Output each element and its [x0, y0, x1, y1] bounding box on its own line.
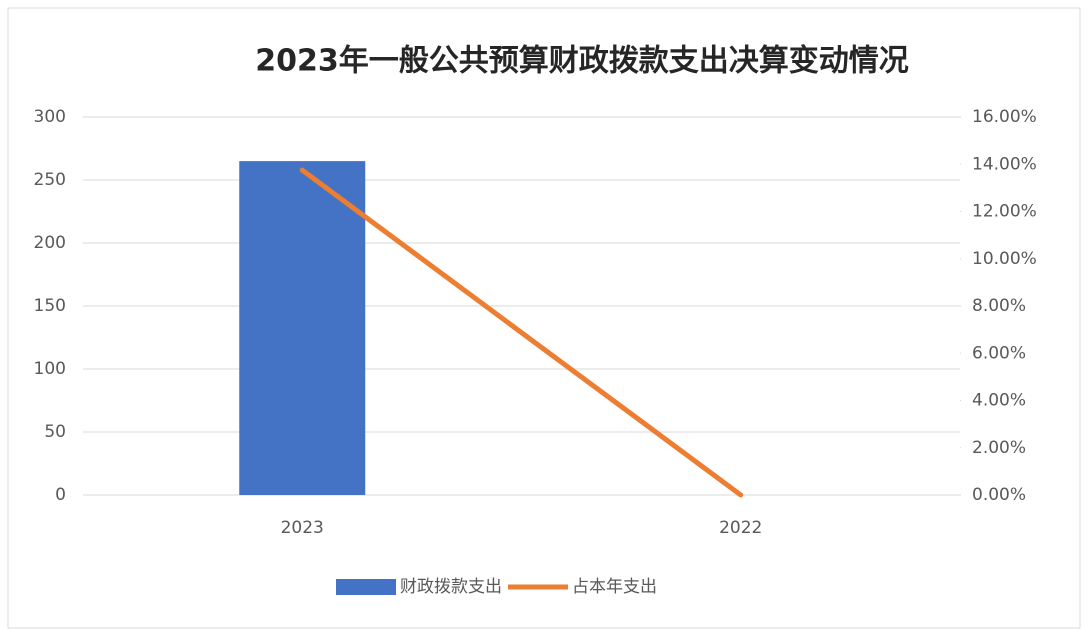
y2-tick-label: 4.00% — [972, 391, 1026, 411]
x-tick-label: 2022 — [719, 518, 762, 538]
chart-title: 2023年一般公共预算财政拨款支出决算变动情况 — [255, 44, 909, 79]
y-tick-label: 150 — [34, 296, 66, 316]
y-tick-label: 0 — [55, 485, 66, 505]
y2-tick-label: 8.00% — [972, 296, 1026, 316]
y2-tick-label: 2.00% — [972, 438, 1026, 458]
y2-tick-label: 12.00% — [972, 202, 1037, 222]
y2-tick-label: 6.00% — [972, 343, 1026, 363]
legend-swatch — [336, 579, 396, 595]
y2-tick-label: 0.00% — [972, 485, 1026, 505]
line — [299, 167, 744, 498]
y2-tick-label: 16.00% — [972, 107, 1037, 127]
chart-border — [7, 7, 1081, 629]
y2-tick-label: 10.00% — [972, 249, 1037, 269]
y-tick-label: 100 — [34, 359, 66, 379]
y-tick-label: 300 — [34, 107, 66, 127]
y2-tick-label: 14.00% — [972, 154, 1037, 174]
bar — [239, 161, 366, 495]
y-tick-label: 250 — [34, 170, 66, 190]
y-tick-label: 200 — [34, 233, 66, 253]
legend-label: 财政拨款支出 — [400, 577, 502, 597]
x-tick-label: 2023 — [281, 518, 324, 538]
y-tick-label: 50 — [44, 422, 66, 442]
legend-label: 占本年支出 — [572, 577, 657, 597]
